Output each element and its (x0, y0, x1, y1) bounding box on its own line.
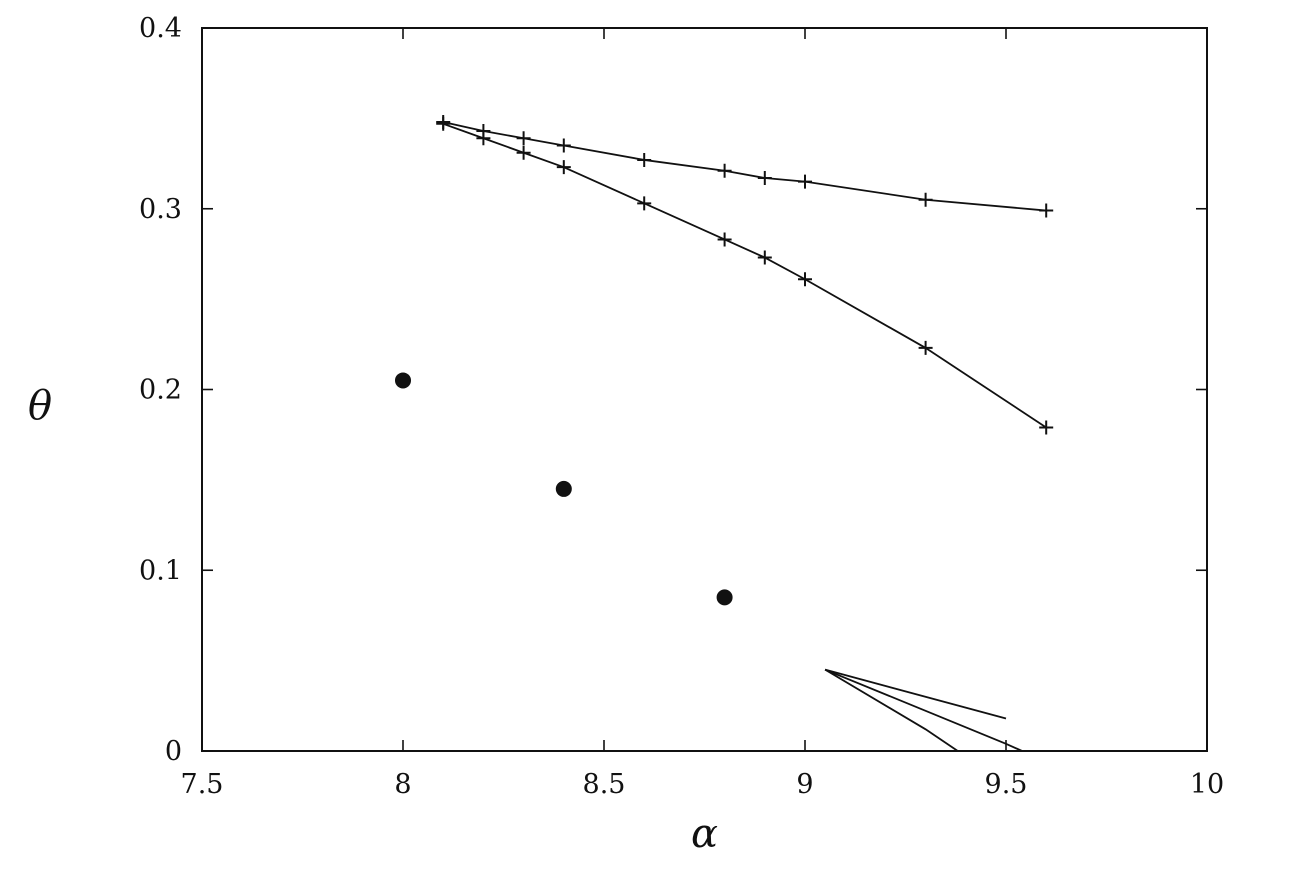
series-line (443, 121, 1047, 212)
plus-point (476, 131, 491, 146)
series-line (824, 668, 959, 752)
y-tick-label: 0.1 (139, 555, 182, 586)
plus-point (757, 171, 772, 186)
series-line (824, 668, 1023, 752)
plus-point (757, 250, 772, 265)
series-5 (824, 668, 959, 752)
x-tick-label: 7.5 (181, 769, 224, 800)
plus-point (516, 131, 531, 146)
x-tick-label: 8 (394, 769, 411, 800)
x-tick-label: 10 (1190, 769, 1224, 800)
series-2 (395, 372, 733, 606)
dot-point (555, 480, 572, 497)
y-axis-label: θ (28, 383, 52, 429)
x-tick-label: 9.5 (985, 769, 1028, 800)
plot-frame (201, 27, 1208, 752)
x-tick-label: 8.5 (583, 769, 626, 800)
plus-point (556, 160, 571, 175)
y-tick-label: 0.3 (139, 194, 182, 225)
plot-area (395, 114, 1054, 752)
plus-point (637, 196, 652, 211)
series-line (442, 122, 1047, 429)
plus-point (556, 138, 571, 153)
x-tick-label: 9 (796, 769, 813, 800)
plus-point (1039, 203, 1054, 218)
axis-ticks: 7.5 8 8.5 9 9.5 10 0 0.1 0.2 0.3 0.4 (139, 13, 1224, 800)
plus-point (1039, 420, 1054, 435)
y-tick-label: 0.4 (139, 13, 182, 44)
series-1 (436, 116, 1054, 435)
plus-point (798, 272, 812, 287)
plus-point (717, 163, 732, 178)
dot-point (716, 589, 733, 606)
plus-point (516, 145, 531, 160)
y-tick-label: 0.2 (139, 375, 182, 406)
plus-point (798, 174, 812, 189)
plus-point (637, 152, 652, 167)
plus-point (918, 340, 933, 355)
plus-point (918, 192, 933, 207)
x-axis-label: α (691, 811, 718, 857)
dot-point (395, 372, 411, 389)
series-3 (824, 668, 1007, 720)
series-line (824, 668, 1007, 720)
series-4 (824, 668, 1023, 752)
plus-point (717, 232, 732, 247)
y-tick-label: 0 (165, 736, 182, 767)
series-0 (436, 114, 1054, 218)
plus-point (436, 116, 451, 131)
